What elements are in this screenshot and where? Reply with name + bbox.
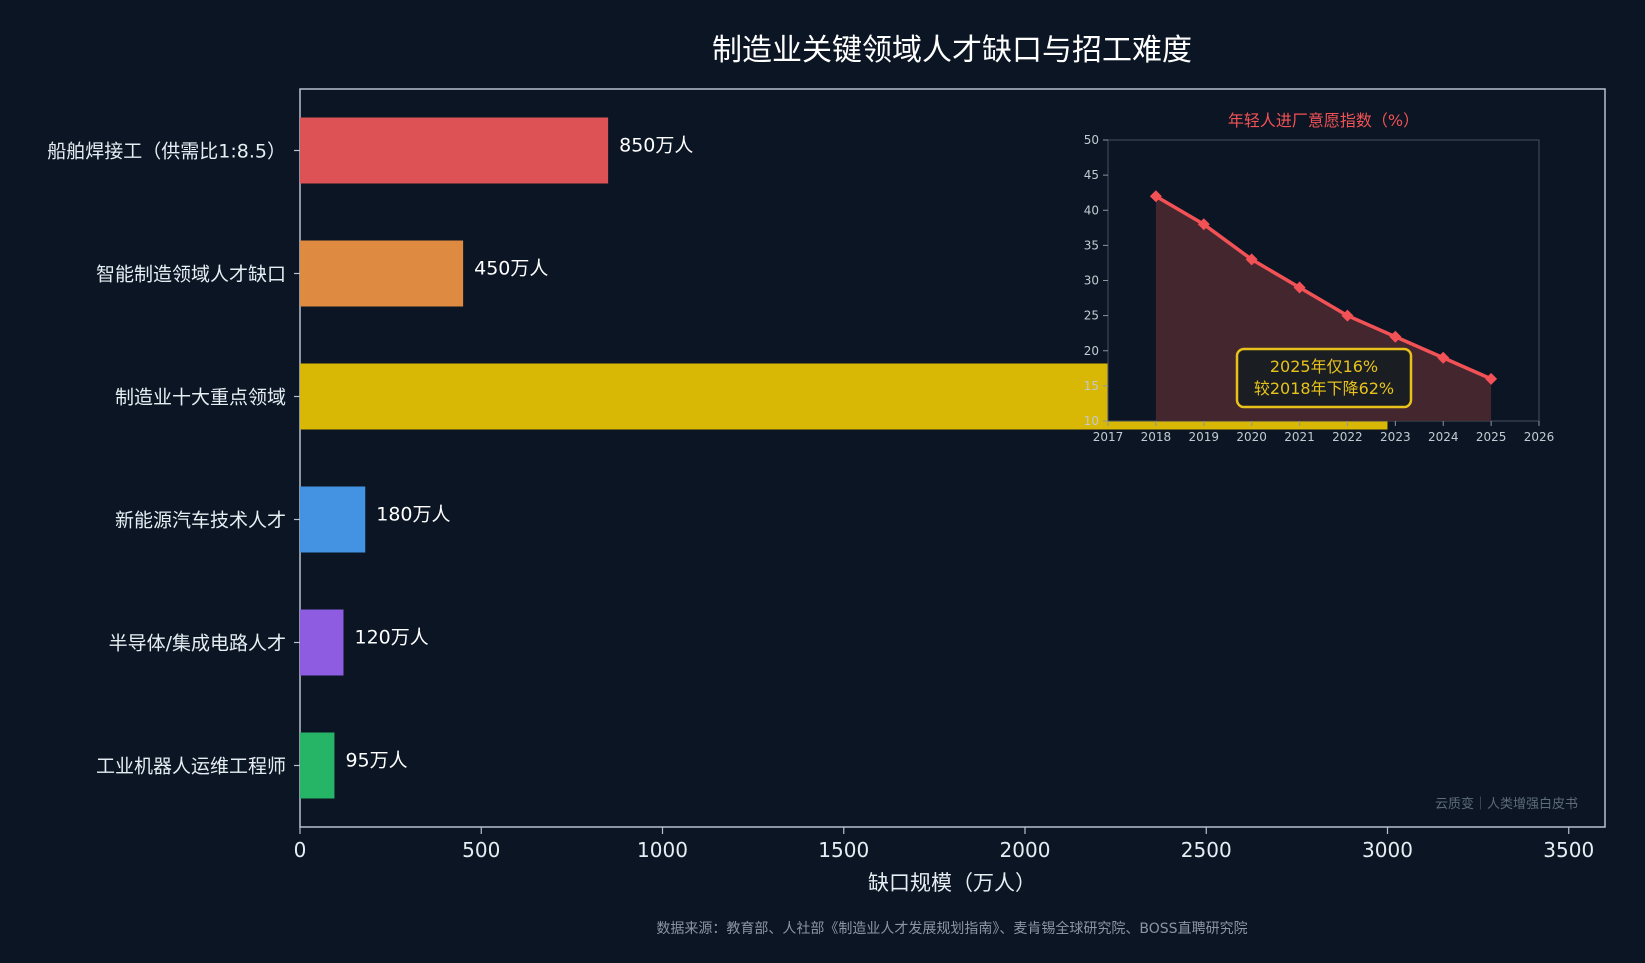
bar-value-label-0: 850万人: [619, 135, 693, 157]
y-tick-label-1: 智能制造领域人才缺口: [96, 264, 286, 286]
inset-y-tick-label-2: 20: [1084, 344, 1099, 358]
inset-y-tick-label-5: 35: [1084, 238, 1099, 252]
x-axis-label: 缺口规模（万人）: [868, 871, 1036, 895]
inset-x-tick-label-3: 2020: [1236, 430, 1267, 444]
bar-value-label-3: 180万人: [376, 504, 450, 526]
inset-title: 年轻人进厂意愿指数（%）: [1228, 111, 1419, 130]
bar-1: [300, 240, 464, 307]
inset-x-tick-label-7: 2024: [1428, 430, 1459, 444]
inset-y-tick-label-0: 10: [1084, 414, 1099, 428]
inset-y-tick-label-4: 30: [1084, 274, 1099, 288]
watermark: 云质变｜人类增强白皮书: [1435, 796, 1578, 812]
chart-title: 制造业关键领域人才缺口与招工难度: [712, 33, 1192, 68]
plot-frame: [299, 88, 1606, 828]
inset-y-tick-label-8: 50: [1084, 133, 1099, 147]
x-tick-label-7: 3500: [1543, 838, 1594, 862]
bar-value-label-4: 120万人: [355, 627, 429, 649]
inset-point-4: [1341, 309, 1354, 322]
x-tick-label-2: 1000: [637, 838, 688, 862]
x-tick-label-4: 2000: [1000, 838, 1051, 862]
inset-annotation-line-0: 2025年仅16%: [1270, 357, 1378, 376]
inset-x-tick-label-0: 2017: [1093, 430, 1124, 444]
inset-x-tick-label-6: 2023: [1380, 430, 1411, 444]
bar-3: [300, 486, 366, 553]
x-tick-label-5: 2500: [1181, 838, 1232, 862]
inset-x-tick-label-1: 2018: [1141, 430, 1172, 444]
inset-point-1: [1197, 218, 1210, 231]
inset-point-2: [1245, 253, 1258, 266]
inset-point-6: [1437, 351, 1450, 364]
x-tick-label-1: 500: [462, 838, 500, 862]
source-note: 数据来源：教育部、人社部《制造业人才发展规划指南》、麦肯锡全球研究院、BOSS直…: [656, 920, 1247, 937]
inset-y-tick-label-1: 15: [1084, 379, 1099, 393]
inset-x-tick-label-5: 2022: [1332, 430, 1363, 444]
bar-5: [300, 732, 335, 799]
inset-y-tick-label-3: 25: [1084, 309, 1099, 323]
inset-series-line: [1155, 194, 1492, 381]
inset-point-7: [1485, 372, 1498, 385]
inset-x-tick-label-9: 2026: [1524, 430, 1555, 444]
inset-x-tick-label-2: 2019: [1189, 430, 1220, 444]
inset-point-3: [1293, 281, 1306, 294]
bar-4: [300, 609, 344, 676]
inset-point-0: [1149, 190, 1162, 203]
bar-0: [300, 117, 609, 184]
y-tick-label-0: 船舶焊接工（供需比1:8.5）: [47, 141, 286, 163]
y-tick-label-3: 新能源汽车技术人才: [115, 510, 286, 532]
inset-annotation-box: [1235, 347, 1413, 409]
x-tick-label-0: 0: [294, 838, 307, 862]
x-tick-label-3: 1500: [818, 838, 869, 862]
inset-x-tick-label-4: 2021: [1284, 430, 1315, 444]
inset-y-tick-label-6: 40: [1084, 203, 1099, 217]
x-tick-label-6: 3000: [1362, 838, 1413, 862]
y-tick-label-2: 制造业十大重点领域: [115, 387, 286, 409]
inset-x-tick-label-8: 2025: [1476, 430, 1507, 444]
bar-value-label-1: 450万人: [474, 258, 548, 280]
y-tick-label-5: 工业机器人运维工程师: [96, 756, 286, 778]
y-tick-label-4: 半导体/集成电路人才: [109, 633, 286, 655]
bar-value-label-5: 95万人: [345, 750, 407, 772]
inset-y-tick-label-7: 45: [1084, 168, 1099, 182]
inset-point-5: [1389, 330, 1402, 343]
inset-annotation-line-1: 较2018年下降62%: [1254, 379, 1394, 398]
